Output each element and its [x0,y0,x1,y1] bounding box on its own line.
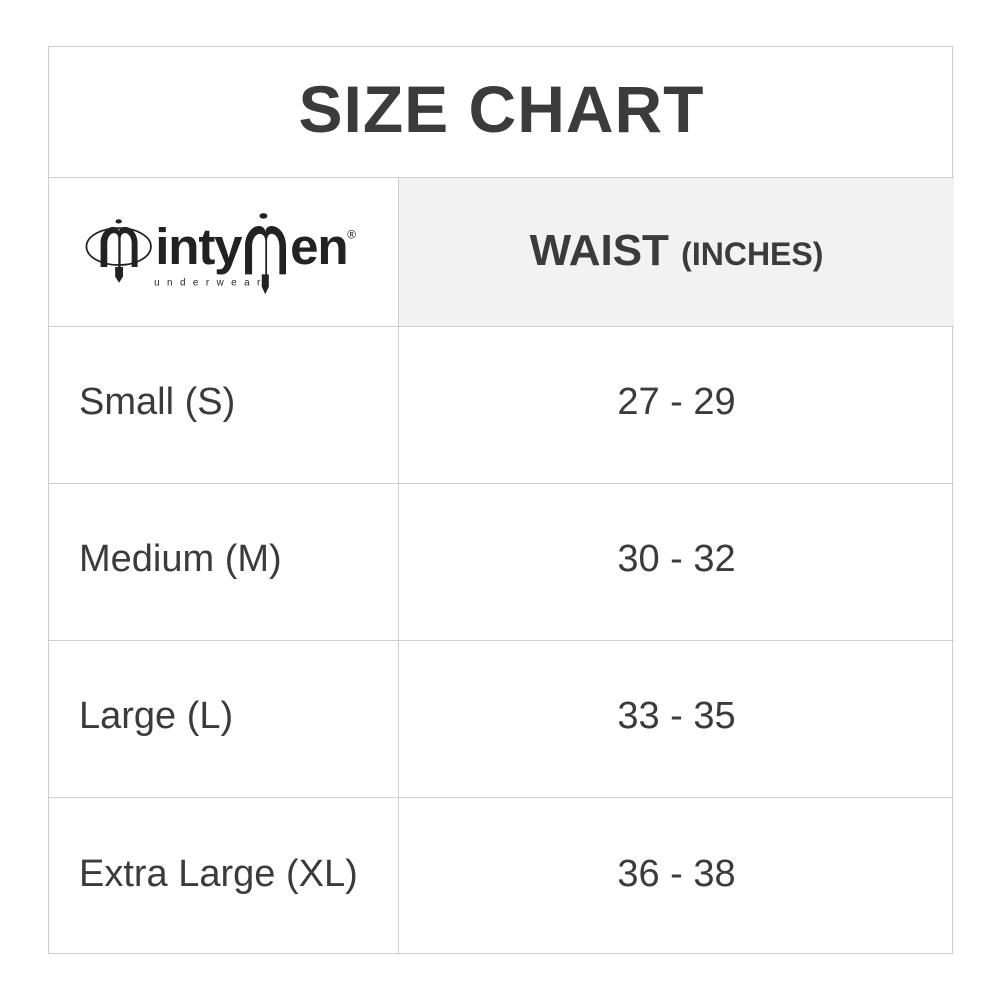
svg-text:underwear: underwear [154,278,268,289]
svg-text:®: ® [347,227,356,241]
svg-text:inty: inty [155,218,243,275]
svg-text:en: en [290,218,347,275]
